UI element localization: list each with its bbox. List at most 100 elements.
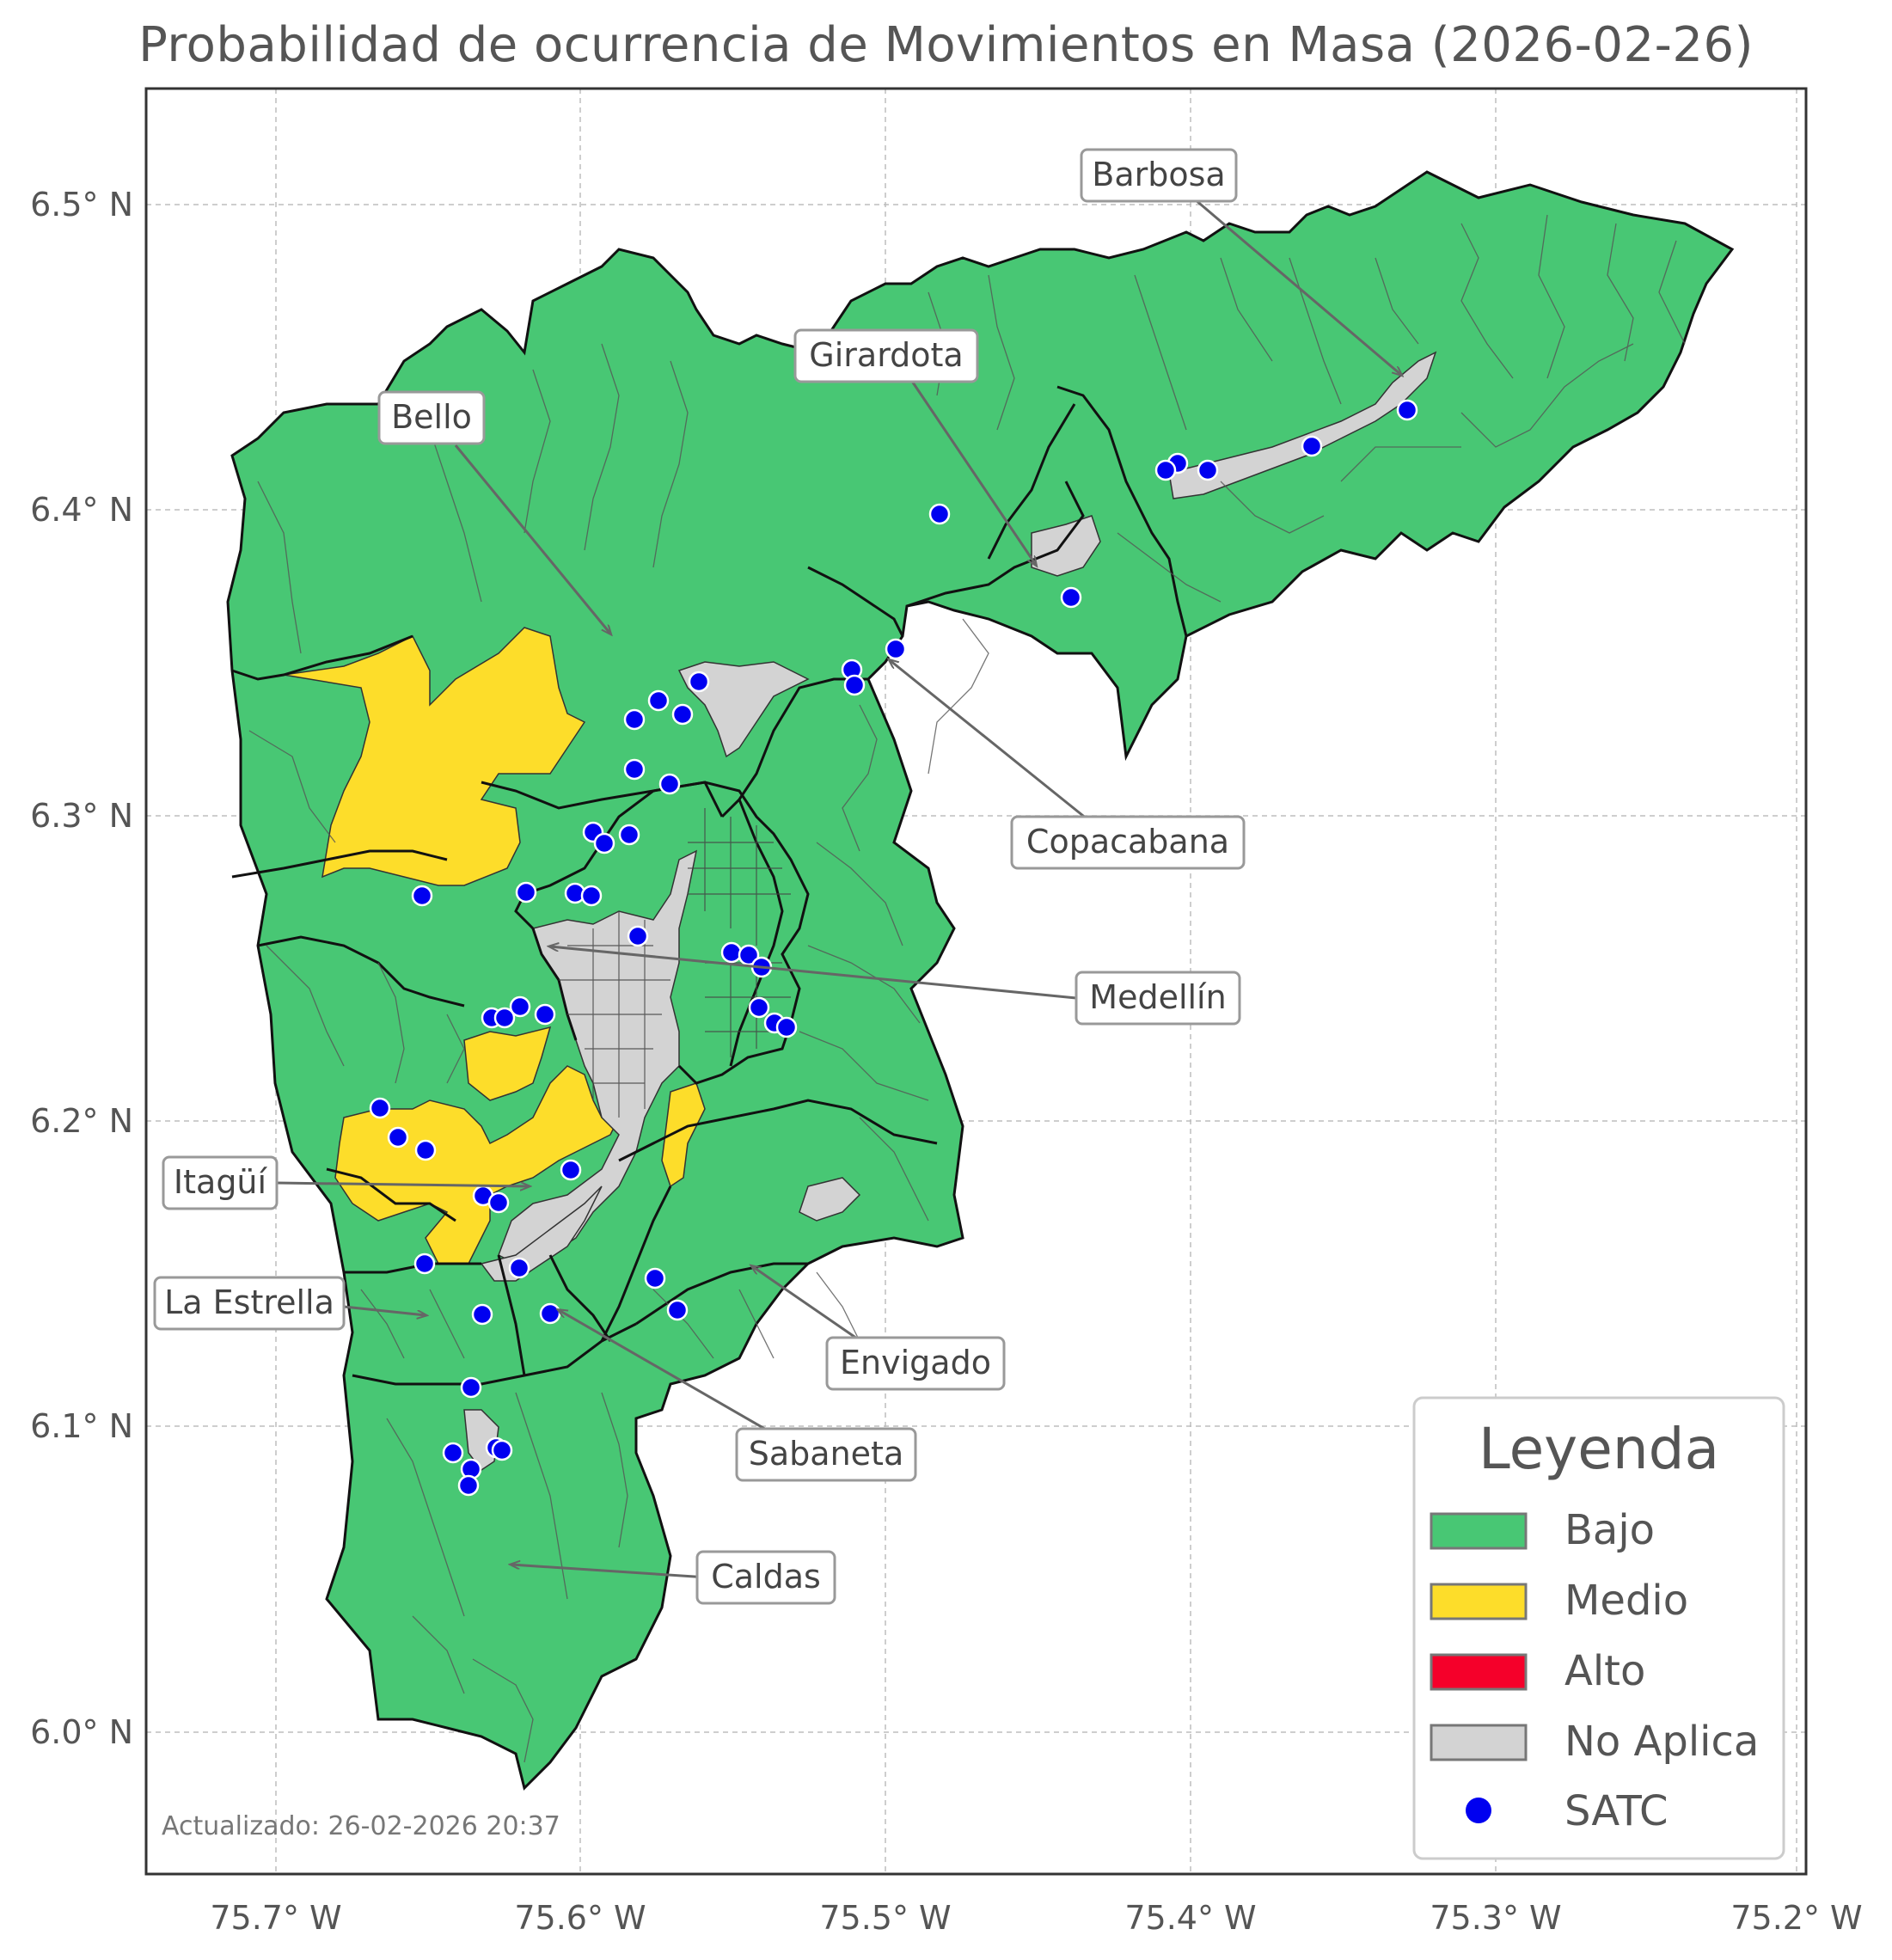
leader-girardota: [909, 379, 1036, 565]
municipal-boundaries: [231, 385, 1188, 1386]
legend-label-satc: SATC: [1564, 1787, 1669, 1835]
satc-marker: [508, 1257, 530, 1279]
satc-marker: [487, 1191, 510, 1214]
leader-caldas: [511, 1565, 708, 1579]
y-tick-label: 6.5° N: [30, 186, 133, 224]
legend-label-no-aplica: No Aplica: [1564, 1718, 1759, 1766]
satc-marker: [928, 503, 951, 525]
satc-marker: [491, 1439, 513, 1461]
y-tick-label: 6.2° N: [30, 1102, 133, 1140]
satc-marker: [471, 1303, 493, 1326]
map-title: Probabilidad de ocurrencia de Movimiento…: [138, 17, 1754, 73]
satc-marker: [411, 885, 433, 907]
satc-marker: [885, 638, 907, 660]
vereda-boundaries: [248, 214, 1686, 1763]
label-girardota-text: Girardota: [809, 336, 963, 374]
satc-marker: [593, 832, 615, 854]
label-medellin: Medellín: [1075, 971, 1241, 1026]
y-tick-label: 6.3° N: [30, 797, 133, 835]
label-envigado: Envigado: [825, 1336, 1006, 1391]
satc-marker: [560, 1159, 582, 1181]
leader-itagui: [276, 1181, 529, 1186]
satc-marker: [644, 1267, 666, 1289]
label-envigado-text: Envigado: [840, 1344, 991, 1381]
legend-title: Leyenda: [1479, 1416, 1719, 1482]
region-no-aplica-envigado-east: [799, 1177, 861, 1222]
label-itagui-text: Itagüí: [174, 1163, 268, 1201]
label-la-estrella-text: La Estrella: [164, 1283, 334, 1321]
satc-marker: [775, 1016, 798, 1038]
leader-envigado: [752, 1266, 869, 1348]
satc-marker: [748, 996, 770, 1019]
municipality-labels: Barbosa Girardota Bello Copacabana Medel…: [153, 148, 1246, 1605]
updated-timestamp: Actualizado: 26-02-2026 20:37: [162, 1811, 560, 1841]
legend: Leyenda Bajo Medio Alto No Aplica SATC: [1412, 1396, 1785, 1860]
label-caldas: Caldas: [695, 1550, 836, 1605]
satc-marker: [460, 1376, 482, 1399]
label-bello: Bello: [377, 390, 486, 445]
satc-marker: [1197, 459, 1219, 481]
satc-marker: [666, 1299, 689, 1321]
legend-label-alto: Alto: [1564, 1647, 1645, 1695]
label-la-estrella: La Estrella: [153, 1276, 346, 1331]
region-no-aplica-medellin: [498, 849, 698, 1265]
leader-medellin: [550, 946, 1077, 1000]
satc-marker: [509, 995, 531, 1018]
region-medio-itagui: [334, 1065, 621, 1265]
label-barbosa: Barbosa: [1080, 148, 1238, 203]
label-barbosa-text: Barbosa: [1092, 156, 1225, 193]
satc-marker: [442, 1442, 464, 1464]
satc-marker: [369, 1097, 391, 1119]
satc-marker: [413, 1253, 436, 1275]
leader-sabaneta: [559, 1310, 775, 1436]
satc-marker: [580, 885, 603, 907]
label-leader-lines: [276, 198, 1401, 1579]
satc-marker: [1396, 399, 1418, 421]
x-tick-label: 75.5° W: [819, 1899, 951, 1937]
x-tick-label: 75.6° W: [514, 1899, 646, 1937]
satc-marker: [647, 689, 670, 712]
satc-marker: [414, 1139, 437, 1161]
satc-marker: [1154, 459, 1177, 481]
legend-swatch-no-aplica: [1430, 1724, 1528, 1761]
label-bello-text: Bello: [391, 398, 472, 436]
satc-marker: [671, 703, 694, 726]
label-itagui: Itagüí: [162, 1155, 279, 1210]
x-tick-label: 75.7° W: [210, 1899, 341, 1937]
y-tick-label: 6.0° N: [30, 1713, 133, 1751]
satc-marker: [623, 708, 646, 731]
satc-marker: [623, 758, 646, 781]
y-tick-label: 6.4° N: [30, 491, 133, 529]
satc-marker: [738, 944, 760, 966]
satc-marker: [720, 941, 743, 964]
label-sabaneta: Sabaneta: [735, 1427, 917, 1482]
satc-marker: [843, 674, 866, 696]
satc-marker: [658, 773, 681, 795]
region-no-aplica-bello: [677, 661, 810, 758]
legend-label-medio: Medio: [1564, 1577, 1688, 1625]
legend-label-bajo: Bajo: [1564, 1506, 1655, 1554]
satc-marker: [515, 881, 537, 903]
satc-marker: [688, 671, 710, 693]
satc-marker: [618, 824, 640, 846]
satc-marker: [387, 1126, 409, 1148]
legend-swatch-medio: [1430, 1583, 1528, 1620]
region-medio-mid: [463, 1026, 552, 1101]
satc-marker: [627, 925, 649, 947]
satc-marker: [539, 1302, 561, 1325]
region-polygons: [226, 170, 1735, 1791]
satc-station-markers: [369, 399, 1418, 1497]
label-copacabana: Copacabana: [1010, 815, 1246, 870]
region-bajo: [226, 170, 1735, 1791]
x-tick-label: 75.2° W: [1730, 1899, 1862, 1937]
label-girardota: Girardota: [793, 328, 979, 383]
leader-barbosa: [1194, 198, 1401, 375]
region-no-aplica-barbosa: [1168, 351, 1437, 499]
satc-marker: [1301, 435, 1323, 457]
satc-marker: [534, 1003, 556, 1026]
y-tick-label: 6.1° N: [30, 1407, 133, 1445]
satc-marker: [1060, 586, 1082, 609]
leader-bello: [454, 444, 610, 634]
plot-frame: [144, 87, 1808, 1876]
